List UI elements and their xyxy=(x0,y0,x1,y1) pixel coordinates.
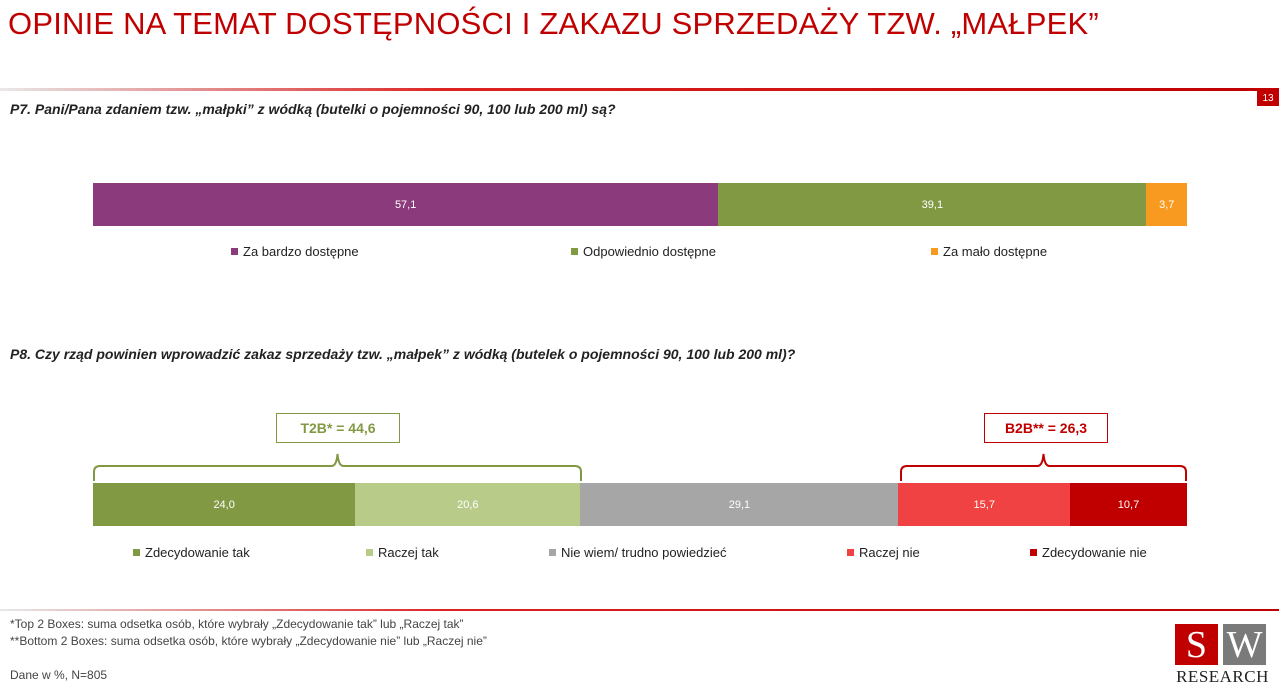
footnote-t2b: *Top 2 Boxes: suma odsetka osób, które w… xyxy=(10,617,464,631)
title-divider xyxy=(0,88,1279,91)
legend-item-odpowiednio-dostepne: Odpowiednio dostępne xyxy=(571,244,716,259)
legend-swatch xyxy=(231,248,238,255)
legend-label: Nie wiem/ trudno powiedzieć xyxy=(561,545,727,560)
data-label: 3,7 xyxy=(1159,198,1175,211)
legend-label: Raczej tak xyxy=(378,545,439,560)
t2b-brace-path xyxy=(93,453,582,481)
footnote-b2b: **Bottom 2 Boxes: suma odsetka osób, któ… xyxy=(10,634,487,648)
legend-swatch xyxy=(133,549,140,556)
data-label: 20,6 xyxy=(457,498,479,511)
t2b-box: T2B* = 44,6 xyxy=(276,413,400,443)
logo-letter-w: W xyxy=(1223,624,1266,666)
legend-label: Odpowiednio dostępne xyxy=(583,244,716,259)
bar-segment-raczej-tak: 20,6 xyxy=(355,483,581,526)
bar-segment-nie-wiem-trudno-powiedziec: 29,1 xyxy=(580,483,899,526)
logo-wordmark: RESEARCH xyxy=(1176,667,1269,686)
legend-label: Za mało dostępne xyxy=(943,244,1048,259)
legend-item-nie-wiem-trudno-powiedziec: Nie wiem/ trudno powiedzieć xyxy=(549,545,726,560)
p8-stacked-bar: 24,0 20,6 29,1 15,7 10,7 xyxy=(93,483,1187,526)
p7-stacked-bar: 57,1 39,1 3,7 xyxy=(93,183,1187,226)
legend-item-raczej-tak: Raczej tak xyxy=(366,545,439,560)
legend-swatch xyxy=(366,549,373,556)
p7-question: P7. Pani/Pana zdaniem tzw. „małpki” z wó… xyxy=(10,101,616,117)
legend-item-zdecydowanie-nie: Zdecydowanie nie xyxy=(1030,545,1147,560)
legend-swatch xyxy=(847,549,854,556)
data-label: 39,1 xyxy=(921,198,944,211)
page-title: OPINIE NA TEMAT DOSTĘPNOŚCI I ZAKAZU SPR… xyxy=(8,6,1099,41)
legend-label: Za bardzo dostępne xyxy=(243,244,359,259)
legend-swatch xyxy=(571,248,578,255)
p8-question: P8. Czy rząd powinien wprowadzić zakaz s… xyxy=(10,346,796,362)
legend-label: Raczej nie xyxy=(859,545,920,560)
legend-swatch xyxy=(1030,549,1037,556)
bar-segment-odpowiednio-dostepne: 39,1 xyxy=(718,183,1147,226)
page-number: 13 xyxy=(1257,91,1279,106)
legend-swatch xyxy=(549,549,556,556)
bar-segment-za-ma-o-dostepne: 3,7 xyxy=(1146,183,1187,226)
bar-segment-raczej-nie: 15,7 xyxy=(898,483,1071,526)
legend-label: Zdecydowanie nie xyxy=(1042,545,1147,560)
legend-item-za-bardzo-dostepne: Za bardzo dostępne xyxy=(231,244,359,259)
legend-item-raczej-nie: Raczej nie xyxy=(847,545,920,560)
bar-segment-za-bardzo-dostepne: 57,1 xyxy=(93,183,719,226)
data-label: 29,1 xyxy=(728,498,751,511)
data-label: 57,1 xyxy=(394,198,417,211)
bar-segment-zdecydowanie-tak: 24,0 xyxy=(93,483,356,526)
legend-label: Zdecydowanie tak xyxy=(145,545,250,560)
bar-segment-zdecydowanie-nie: 10,7 xyxy=(1070,483,1187,526)
logo-letter-s: S xyxy=(1175,624,1218,666)
data-base-note: Dane w %, N=805 xyxy=(10,668,108,682)
b2b-box: B2B** = 26,3 xyxy=(984,413,1108,443)
legend-item-za-ma-o-dostepne: Za mało dostępne xyxy=(931,244,1047,259)
b2b-brace-path xyxy=(900,453,1187,481)
data-label: 10,7 xyxy=(1117,498,1140,511)
legend-item-zdecydowanie-tak: Zdecydowanie tak xyxy=(133,545,250,560)
footer-divider xyxy=(0,609,1279,611)
data-label: 15,7 xyxy=(973,498,995,511)
sw-research-logo: S W RESEARCH xyxy=(1175,624,1270,686)
data-label: 24,0 xyxy=(213,498,235,511)
legend-swatch xyxy=(931,248,938,255)
